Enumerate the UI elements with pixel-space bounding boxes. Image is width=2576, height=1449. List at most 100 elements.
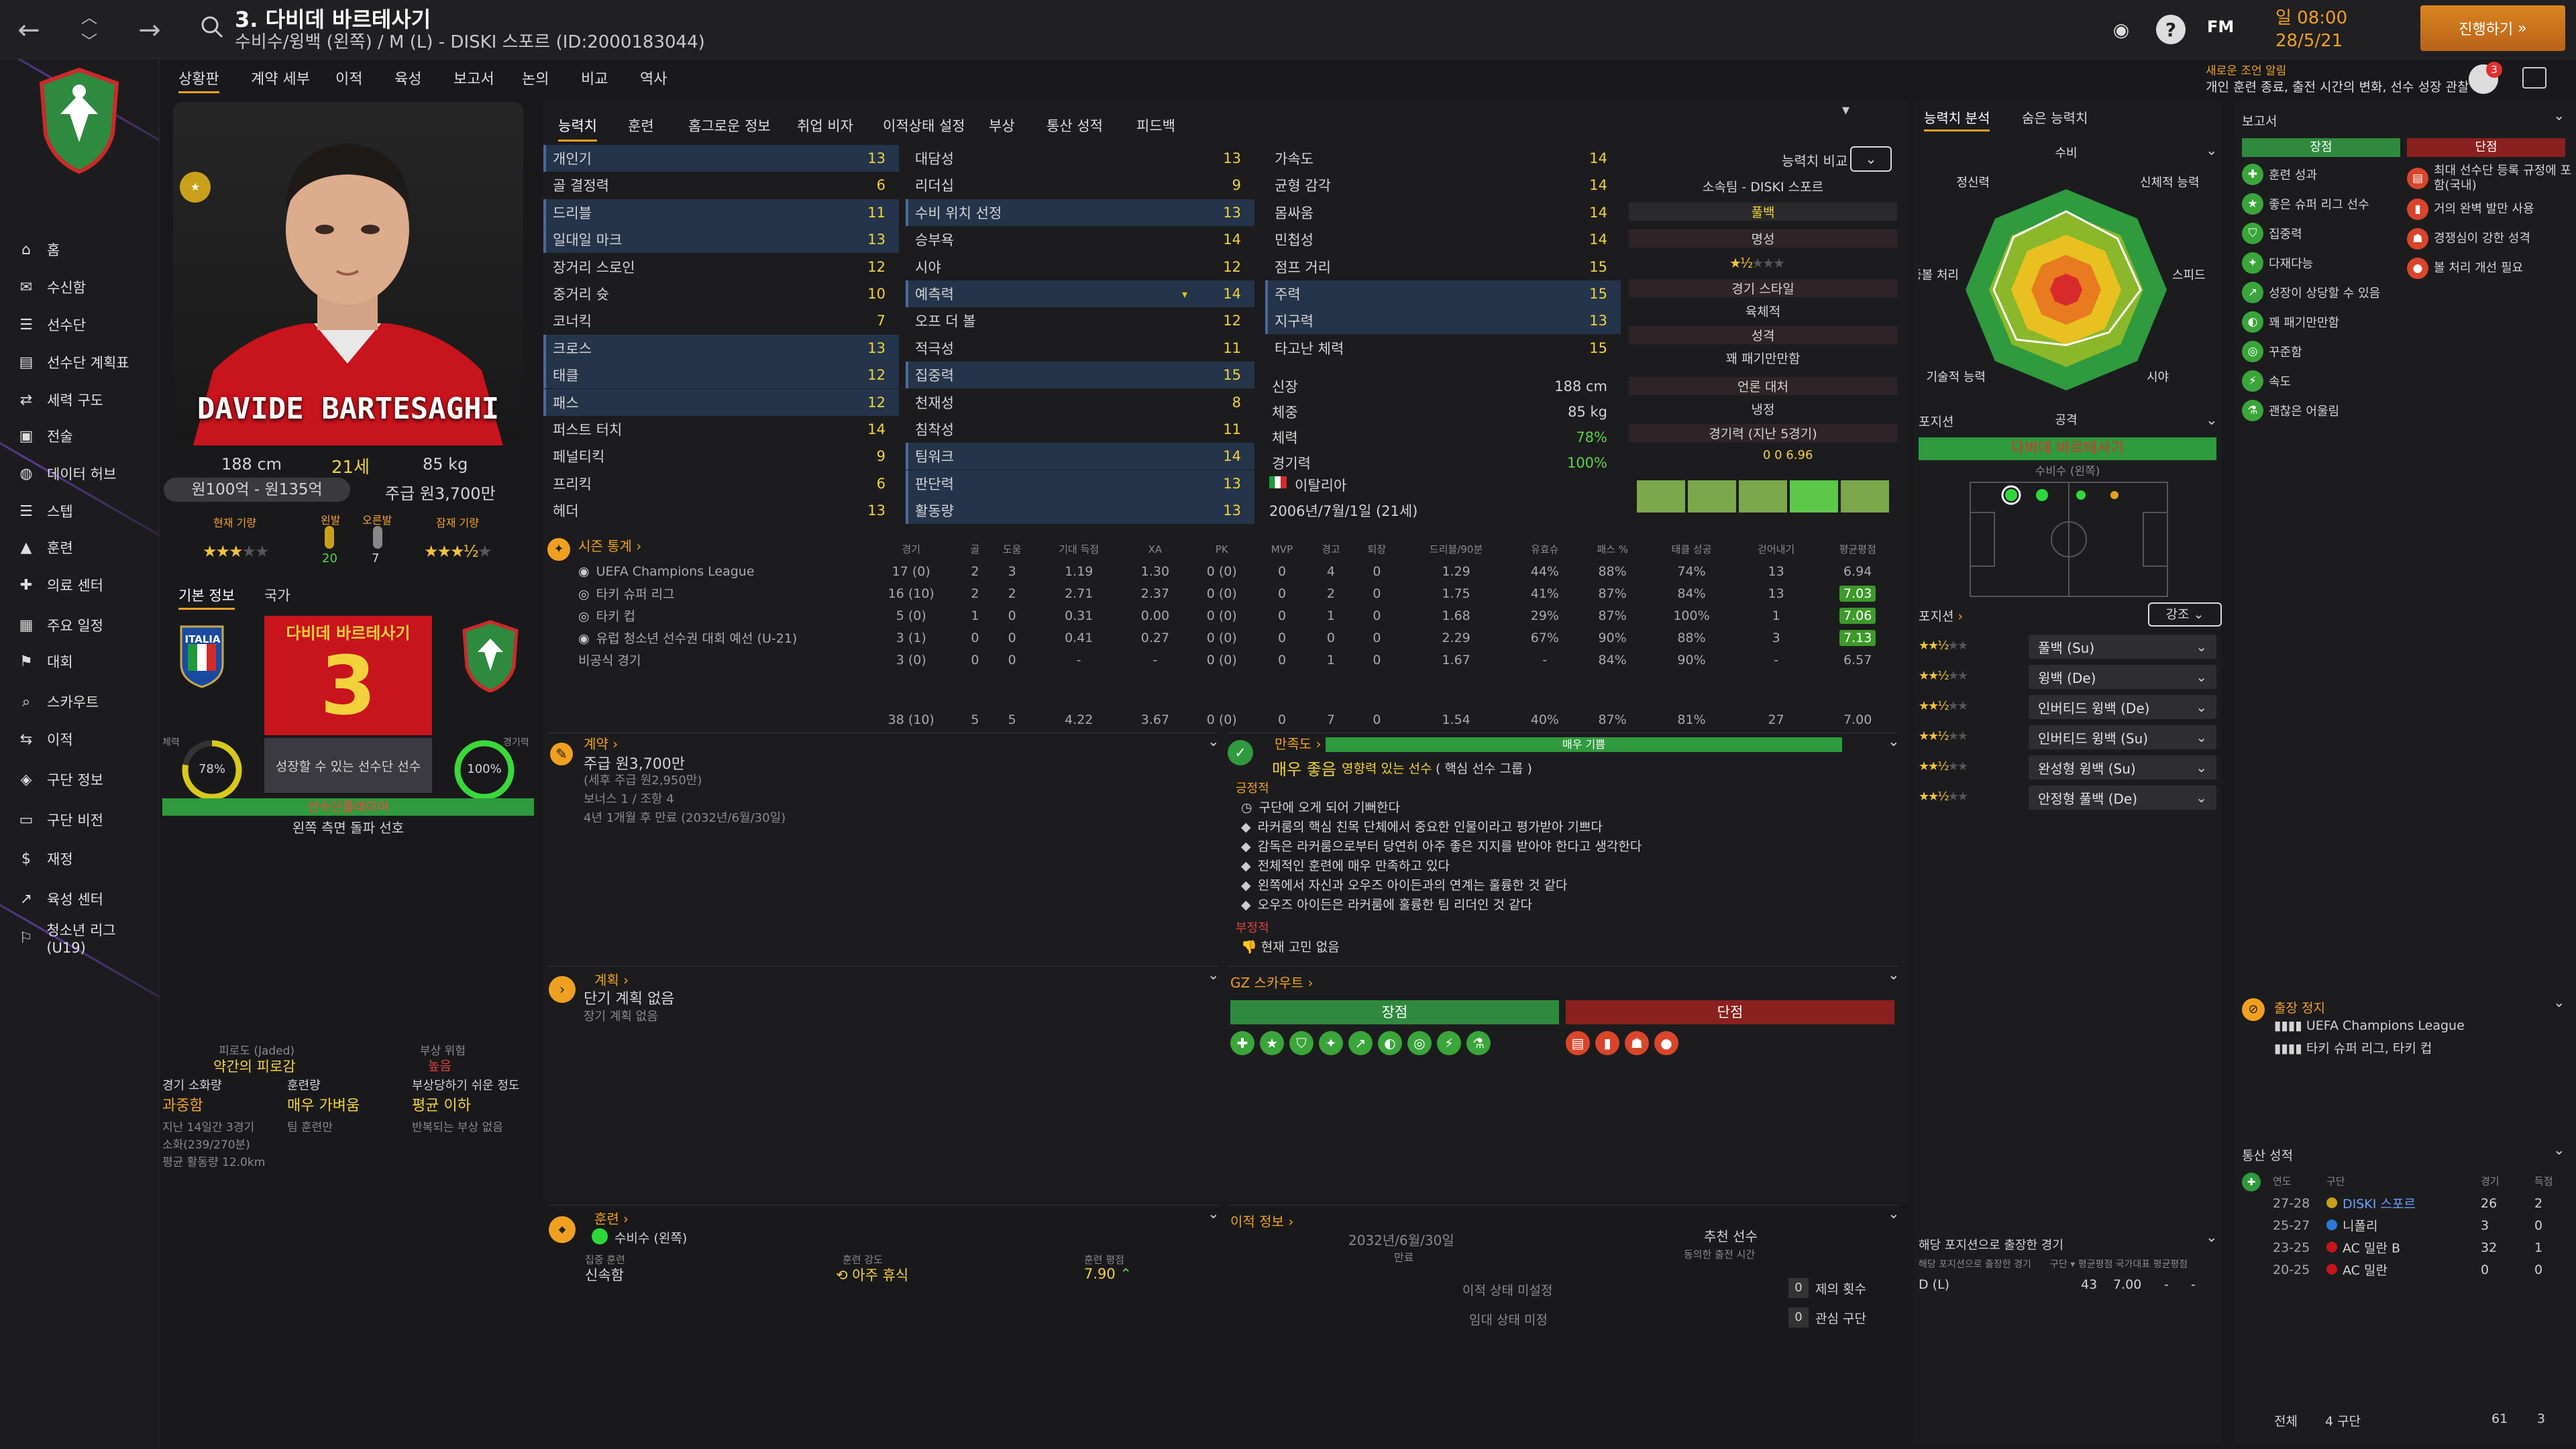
role-row[interactable]: ★★½★★ 안정형 풀백 (De) ⌄	[1919, 784, 2216, 811]
role-row[interactable]: ★★½★★ 풀백 (Su) ⌄	[1919, 633, 2216, 660]
attr-row[interactable]: 활동량 13	[906, 497, 1254, 525]
career-col[interactable]: 구단	[2326, 1175, 2345, 1187]
analysis-chevron[interactable]: ⌄	[2206, 142, 2218, 158]
strength-item[interactable]: ⚡ 속도	[2242, 370, 2403, 392]
weakness-item[interactable]: ▮ 거의 완벽 발만 사용	[2407, 199, 2575, 220]
stats-col-header[interactable]: PK	[1215, 543, 1228, 555]
career-row[interactable]: 20-25 AC 밀란 0 0	[2270, 1258, 2572, 1281]
speed-icon[interactable]: ⚡	[1437, 1031, 1461, 1055]
tab-training[interactable]: 훈련	[628, 118, 654, 134]
career-chevron[interactable]: ⌄	[2553, 1142, 2565, 1158]
target-icon[interactable]: ◎	[1407, 1031, 1432, 1055]
ball-icon[interactable]: ●	[1654, 1031, 1678, 1055]
role-filter-dropdown[interactable]: 강조 ⌄	[2148, 602, 2222, 627]
attr-row[interactable]: 점프 거리 15	[1265, 254, 1621, 280]
menu-history[interactable]: 역사	[640, 71, 667, 88]
flask-icon[interactable]: ⚗	[1466, 1031, 1491, 1055]
stats-col-header[interactable]: 도움	[1002, 543, 1022, 555]
attr-row[interactable]: 천재성 8	[906, 389, 1254, 416]
strength-item[interactable]: ◐ 꽤 패기만만함	[2242, 311, 2403, 333]
sidebar-item-9[interactable]: ✚ 의료 센터	[16, 572, 157, 598]
sidebar-item-8[interactable]: ▲ 훈련	[16, 534, 157, 561]
attr-row[interactable]: 예측력 ▾ 14	[906, 280, 1254, 307]
fm-menu[interactable]: FM	[2207, 17, 2235, 36]
compare-dropdown[interactable]: ⌄	[1850, 146, 1892, 172]
shield-icon[interactable]: ⛉	[1289, 1031, 1313, 1055]
attr-row[interactable]: 헤더 13	[543, 497, 899, 524]
stats-row[interactable]: 비공식 경기 3 (0) 0 0 - - 0 (0) 0 1 0 1.67 - 84% 90% - 6.57	[546, 649, 1898, 671]
stats-row[interactable]: ◉ 유럽 청소년 선수권 대회 예선 (U-21) 3 (1) 0 0 0.41 0.27 0…	[546, 627, 1898, 649]
plan-title[interactable]: 계획 ›	[594, 972, 629, 988]
sidebar-item-2[interactable]: ☰ 선수단	[16, 311, 157, 338]
attr-row[interactable]: 중거리 슛 10	[543, 280, 899, 307]
growth-icon[interactable]: ↗	[1348, 1031, 1373, 1055]
attr-row[interactable]: 페널티킥 9	[543, 443, 899, 470]
club-logo[interactable]	[38, 67, 121, 174]
attr-row[interactable]: 집중력 15	[906, 362, 1254, 389]
attr-row[interactable]: 오프 더 볼 12	[906, 307, 1254, 334]
sidebar-item-10[interactable]: ▦ 주요 일정	[16, 612, 157, 639]
continue-button[interactable]: 진행하기 »	[2420, 5, 2565, 51]
sidebar-item-14[interactable]: ◈ 구단 정보	[16, 766, 157, 793]
menu-transfer[interactable]: 이적	[335, 71, 363, 88]
interest-label[interactable]: 관심 구단	[1815, 1311, 1866, 1326]
foot-icon[interactable]: ▮	[1595, 1031, 1619, 1055]
sidebar-item-4[interactable]: ⇄ 세력 구도	[16, 386, 157, 413]
strength-item[interactable]: ↗ 성장이 상당할 수 있음	[2242, 282, 2403, 303]
tab-workpermit[interactable]: 취업 비자	[797, 118, 853, 134]
attr-row[interactable]: 침착성 11	[906, 416, 1254, 443]
contract-title[interactable]: 계약 ›	[584, 736, 619, 752]
training-icon[interactable]: ✚	[1230, 1031, 1254, 1055]
attr-row[interactable]: 리더십 9	[906, 172, 1254, 199]
attr-row[interactable]: 패스 12	[543, 388, 899, 416]
tab-feedback[interactable]: 피드백	[1136, 118, 1175, 134]
sidebar-item-5[interactable]: ▣ 전술	[16, 423, 157, 449]
sidebar-item-7[interactable]: ☰ 스텝	[16, 498, 157, 525]
menu-overview[interactable]: 상황판	[178, 67, 219, 93]
career-row[interactable]: 25-27 니폴리 3 0	[2270, 1214, 2572, 1236]
career-col[interactable]: 경기	[2481, 1175, 2500, 1187]
menu-development[interactable]: 육성	[394, 71, 422, 88]
attr-row[interactable]: 수비 위치 선정 13	[906, 199, 1254, 226]
weakness-item[interactable]: ☗ 경쟁심이 강한 성격	[2407, 228, 2575, 250]
happiness-title[interactable]: 만족도 ›	[1275, 736, 1322, 752]
pos-played-chevron[interactable]: ⌄	[2206, 1229, 2218, 1245]
attr-row[interactable]: 코너킥 7	[543, 307, 899, 334]
attr-row[interactable]: 판단력 13	[906, 470, 1254, 497]
strength-item[interactable]: ◎ 꾸준함	[2242, 341, 2403, 362]
sidebar-item-3[interactable]: ▤ 선수단 계획표	[16, 349, 157, 376]
attr-row[interactable]: 적극성 11	[906, 335, 1254, 362]
transfer-chevron[interactable]: ⌄	[1888, 1205, 1900, 1222]
strength-item[interactable]: ✚ 훈련 성과	[2242, 164, 2403, 185]
attr-row[interactable]: 프리킥 6	[543, 470, 899, 497]
role-dropdown[interactable]: 윙백 (De) ⌄	[2029, 665, 2216, 689]
sidebar-item-1[interactable]: ✉ 수신함	[16, 274, 157, 301]
attr-row[interactable]: 팀워크 14	[906, 443, 1254, 470]
training-title[interactable]: 훈련 ›	[594, 1211, 629, 1227]
attr-row[interactable]: 타고난 체력 15	[1265, 335, 1621, 362]
attr-row[interactable]: 승부욕 14	[906, 226, 1254, 253]
attr-row[interactable]: 주력 15	[1265, 280, 1621, 307]
attr-row[interactable]: 시야 12	[906, 254, 1254, 280]
role-row[interactable]: ★★½★★ 인버티드 윙백 (De) ⌄	[1919, 694, 2216, 720]
pitch-diagram[interactable]	[1970, 482, 2168, 597]
plan-chevron[interactable]: ⌄	[1208, 967, 1220, 983]
sidebar-item-17[interactable]: ↗ 육성 센터	[16, 885, 157, 912]
training-chevron[interactable]: ⌄	[1208, 1205, 1220, 1222]
sidebar-item-12[interactable]: ⌕ 스카우트	[16, 688, 157, 715]
role-row[interactable]: ★★½★★ 완성형 윙백 (Su) ⌄	[1919, 754, 2216, 781]
stats-col-header[interactable]: 패스 %	[1597, 543, 1628, 555]
career-row[interactable]: 27-28 DISKI 스포르 26 2	[2270, 1192, 2572, 1214]
globe-icon[interactable]: ◉	[2112, 18, 2130, 41]
tab-injury[interactable]: 부상	[989, 118, 1015, 134]
strength-item[interactable]: ★ 좋은 슈퍼 리그 선수	[2242, 193, 2403, 215]
tab-transfer-status[interactable]: 이적상태 설정	[883, 118, 965, 134]
stats-col-header[interactable]: 평균평점	[1839, 543, 1876, 555]
happiness-chevron[interactable]: ⌄	[1888, 733, 1900, 749]
role-row[interactable]: ★★½★★ 윙백 (De) ⌄	[1919, 663, 2216, 690]
stats-col-header[interactable]: 태클 성공	[1671, 543, 1712, 555]
role-row[interactable]: ★★½★★ 인버티드 윙백 (Su) ⌄	[1919, 724, 2216, 751]
stats-col-header[interactable]: XA	[1148, 543, 1163, 555]
star-icon[interactable]: ★	[1260, 1031, 1284, 1055]
stats-col-header[interactable]: 골	[970, 543, 980, 555]
